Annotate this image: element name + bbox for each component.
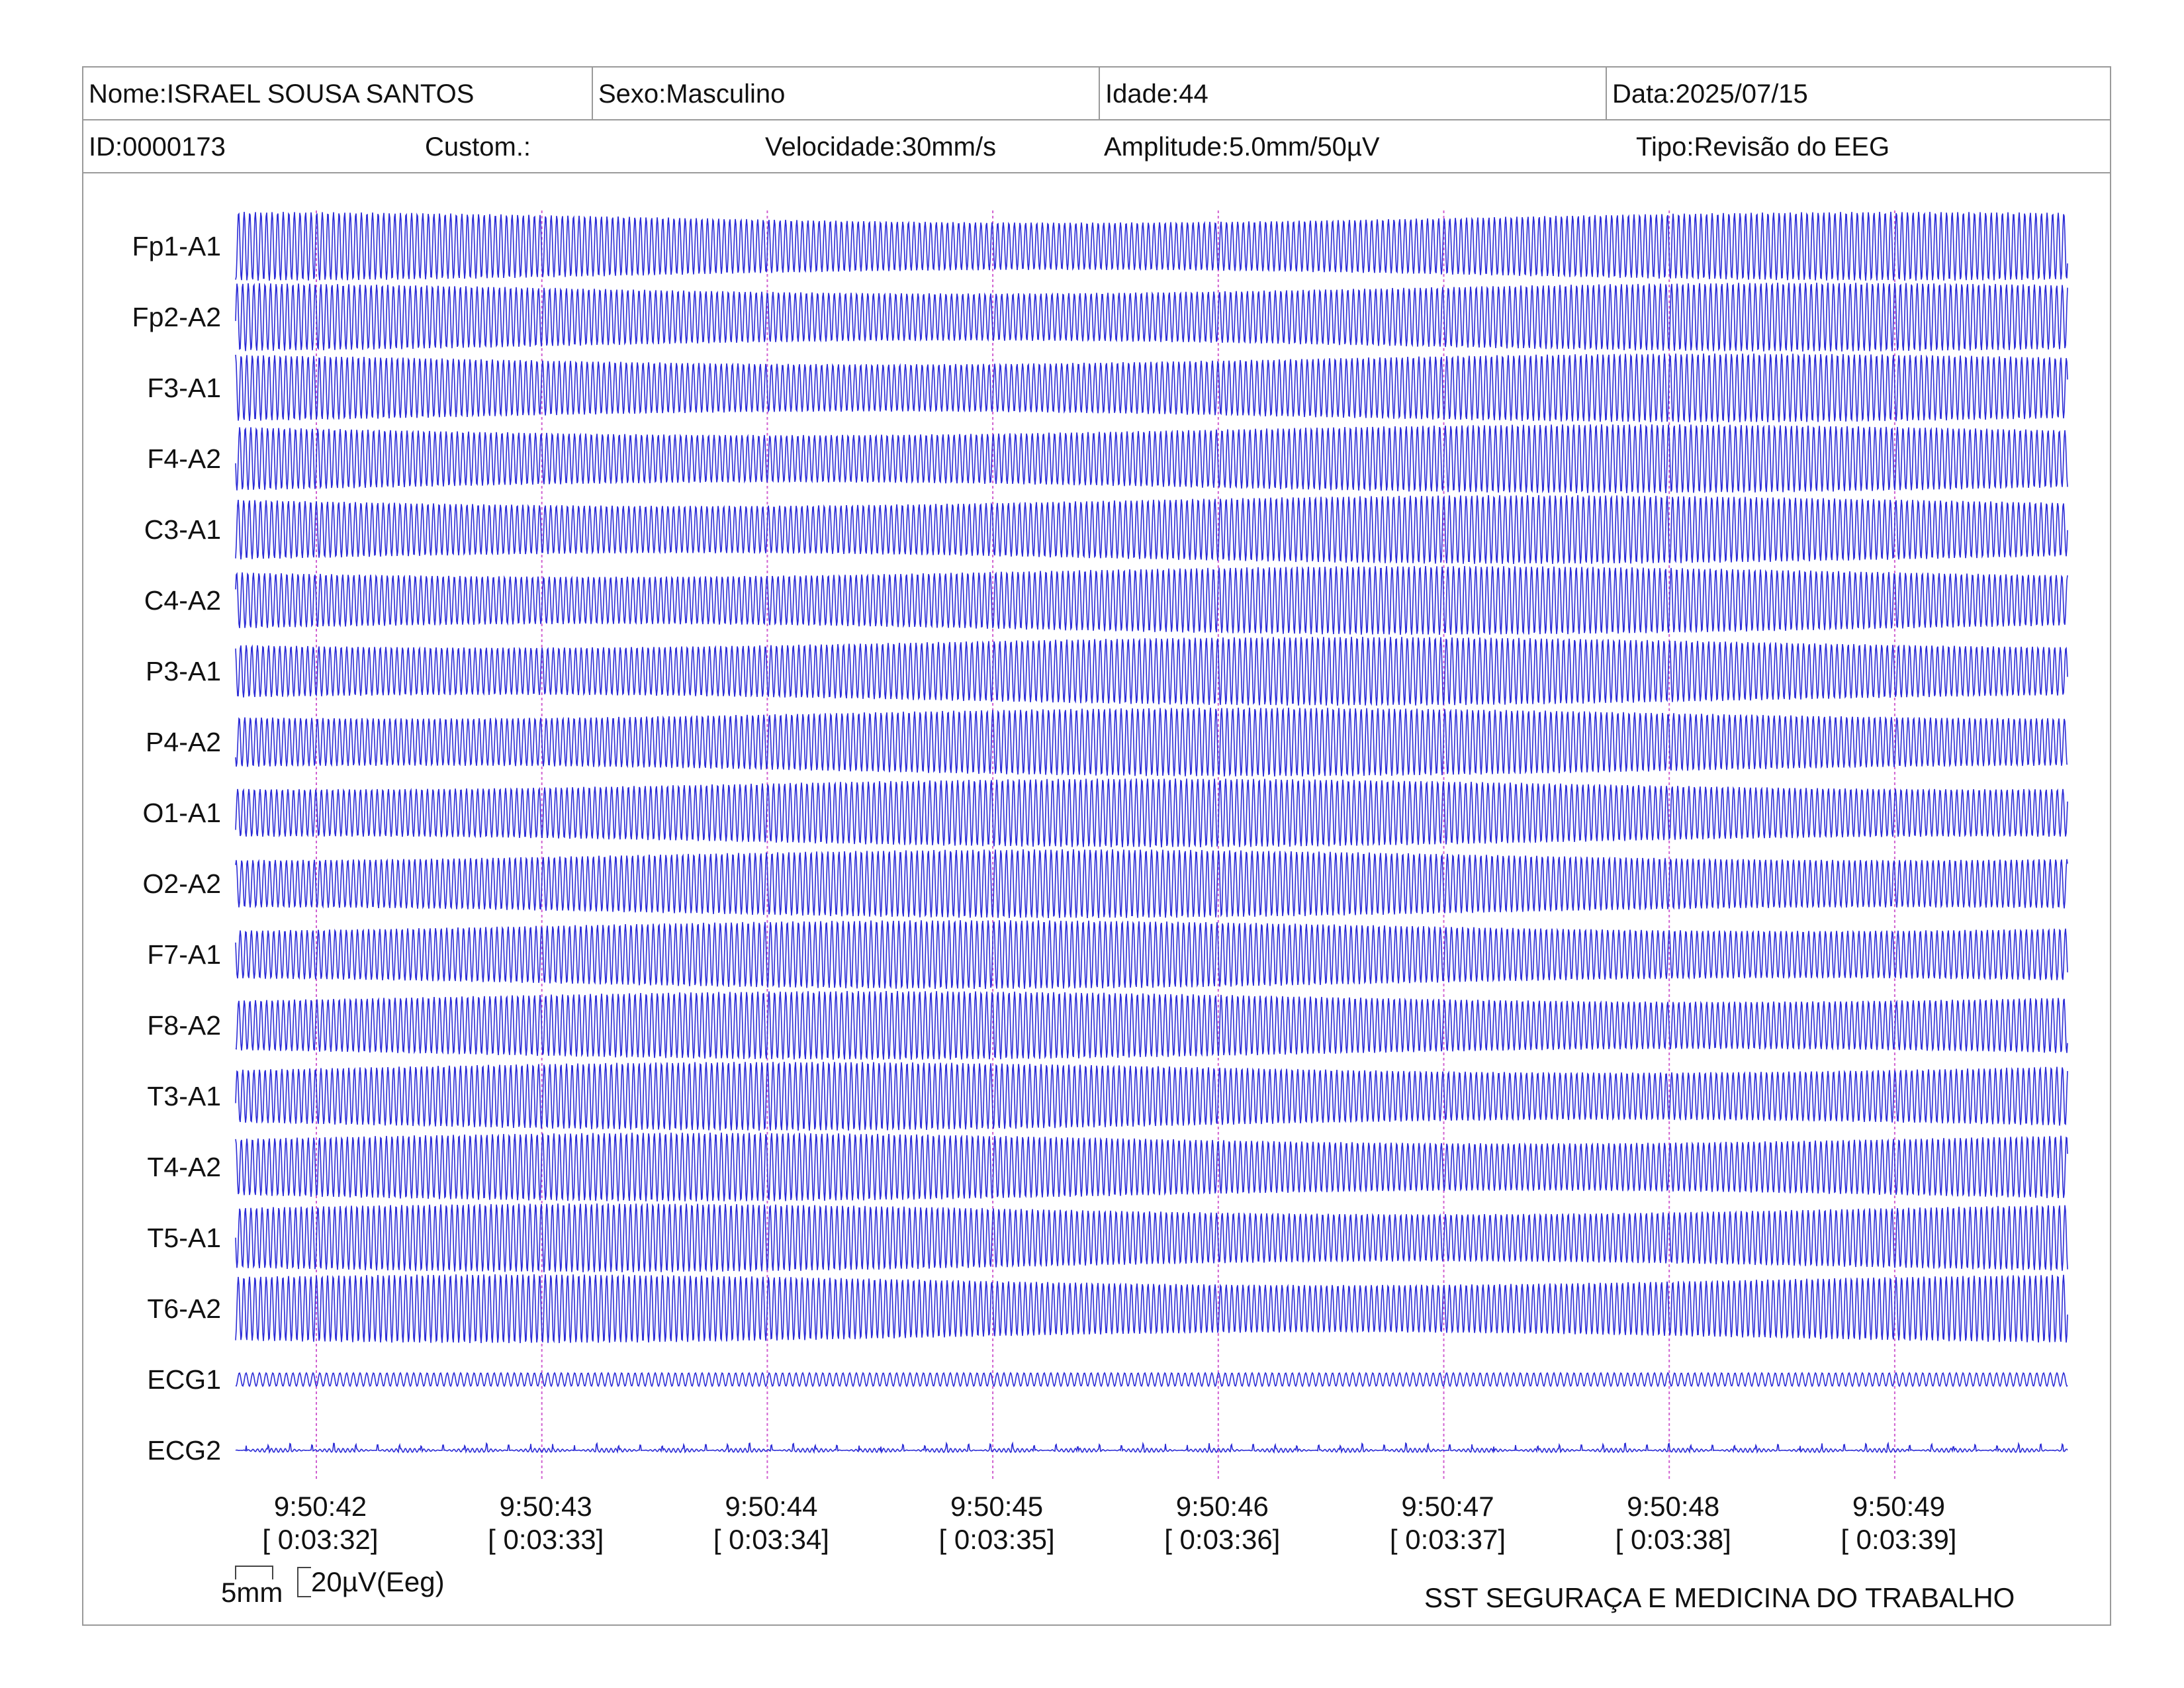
time-mark-clock: 9:50:45: [950, 1491, 1043, 1522]
channel-trace: [235, 211, 2068, 281]
channel-label: ECG2: [147, 1435, 221, 1466]
paper-speed: Velocidade:30mm/s: [765, 132, 997, 162]
channel-label: Fp2-A2: [132, 302, 221, 332]
time-mark-elapsed: [ 0:03:33]: [488, 1524, 604, 1555]
channel-trace: [235, 1441, 2068, 1454]
channel-label: T4-A2: [147, 1152, 221, 1182]
channel-trace: [235, 494, 2068, 565]
time-mark-elapsed: [ 0:03:32]: [262, 1524, 378, 1555]
clinic-name: SST SEGURAÇA E MEDICINA DO TRABALHO: [1424, 1582, 2015, 1613]
channel-trace: [235, 919, 2068, 989]
exam-date: Data:2025/07/15: [1606, 68, 1808, 119]
time-mark-clock: 9:50:49: [1852, 1491, 1945, 1522]
header-row-patient: Nome:ISRAEL SOUSA SANTOS Sexo:Masculino …: [83, 68, 2110, 120]
time-mark-clock: 9:50:43: [500, 1491, 592, 1522]
time-mark-elapsed: [ 0:03:36]: [1164, 1524, 1280, 1555]
time-mark-elapsed: [ 0:03:37]: [1390, 1524, 1506, 1555]
time-scale-label: 5mm: [221, 1577, 283, 1608]
channel-labels: Fp1-A1 Fp2-A2 F3-A1 F4-A2 C3-A1 C4-A2 P3-A1 P4-…: [132, 231, 221, 1466]
channel-label: O2-A2: [143, 868, 222, 899]
patient-name: Nome:ISRAEL SOUSA SANTOS: [89, 79, 475, 109]
channel-trace: [235, 1132, 2068, 1202]
scale-bar: [235, 1566, 311, 1597]
channel-label: T5-A1: [147, 1223, 221, 1253]
channel-label: F4-A2: [147, 444, 221, 474]
time-labels: 9:50:42[ 0:03:32] 9:50:43[ 0:03:33] 9:50:4…: [262, 1491, 1956, 1555]
channel-label: O1-A1: [143, 798, 222, 828]
channel-traces: [235, 211, 2068, 1454]
time-mark-clock: 9:50:47: [1401, 1491, 1494, 1522]
channel-label: ECG1: [147, 1364, 221, 1395]
patient-id: ID:0000173: [89, 132, 226, 162]
channel-trace: [235, 353, 2068, 423]
channel-label: T3-A1: [147, 1081, 221, 1111]
channel-trace: [235, 707, 2068, 777]
amp-scale-bracket: [297, 1567, 311, 1597]
channel-trace: [235, 849, 2068, 919]
custom-field: Custom.:: [425, 132, 531, 162]
time-mark-elapsed: [ 0:03:35]: [939, 1524, 1055, 1555]
channel-trace: [235, 1274, 2068, 1344]
channel-trace: [235, 1203, 2068, 1273]
channel-trace: [235, 1061, 2068, 1131]
channel-label: Fp1-A1: [132, 231, 221, 261]
patient-sex: Sexo:Masculino: [592, 68, 785, 119]
amplitude-setting: Amplitude:5.0mm/50µV: [1104, 132, 1380, 162]
time-mark-clock: 9:50:44: [725, 1491, 817, 1522]
channel-label: F7-A1: [147, 939, 221, 970]
channel-trace: [235, 282, 2068, 352]
channel-trace: [235, 991, 2068, 1060]
record-type: Tipo:Revisão do EEG: [1636, 132, 1890, 162]
amp-scale-label: 20µV(Eeg): [311, 1566, 445, 1597]
report-frame: Nome:ISRAEL SOUSA SANTOS Sexo:Masculino …: [82, 66, 2111, 1626]
patient-age: Idade:44: [1099, 68, 1208, 119]
channel-trace: [235, 565, 2068, 635]
channel-label: C3-A1: [144, 514, 221, 545]
time-mark-clock: 9:50:48: [1627, 1491, 1719, 1522]
time-mark-clock: 9:50:46: [1176, 1491, 1269, 1522]
channel-label: C4-A2: [144, 585, 221, 616]
channel-label: P3-A1: [146, 656, 221, 686]
time-mark-clock: 9:50:42: [274, 1491, 367, 1522]
channel-label: F8-A2: [147, 1010, 221, 1041]
time-mark-elapsed: [ 0:03:38]: [1615, 1524, 1731, 1555]
channel-trace: [235, 778, 2068, 848]
channel-trace: [235, 424, 2068, 494]
channel-label: P4-A2: [146, 727, 221, 757]
time-mark-elapsed: [ 0:03:39]: [1841, 1524, 1956, 1555]
channel-trace: [235, 636, 2068, 706]
channel-label: F3-A1: [147, 373, 221, 403]
time-mark-elapsed: [ 0:03:34]: [713, 1524, 829, 1555]
channel-trace: [235, 1372, 2068, 1387]
channel-label: T6-A2: [147, 1293, 221, 1324]
header-row-exam: ID:0000173 Custom.: Velocidade:30mm/s Am…: [83, 120, 2110, 173]
time-scale-bracket: [235, 1566, 273, 1579]
